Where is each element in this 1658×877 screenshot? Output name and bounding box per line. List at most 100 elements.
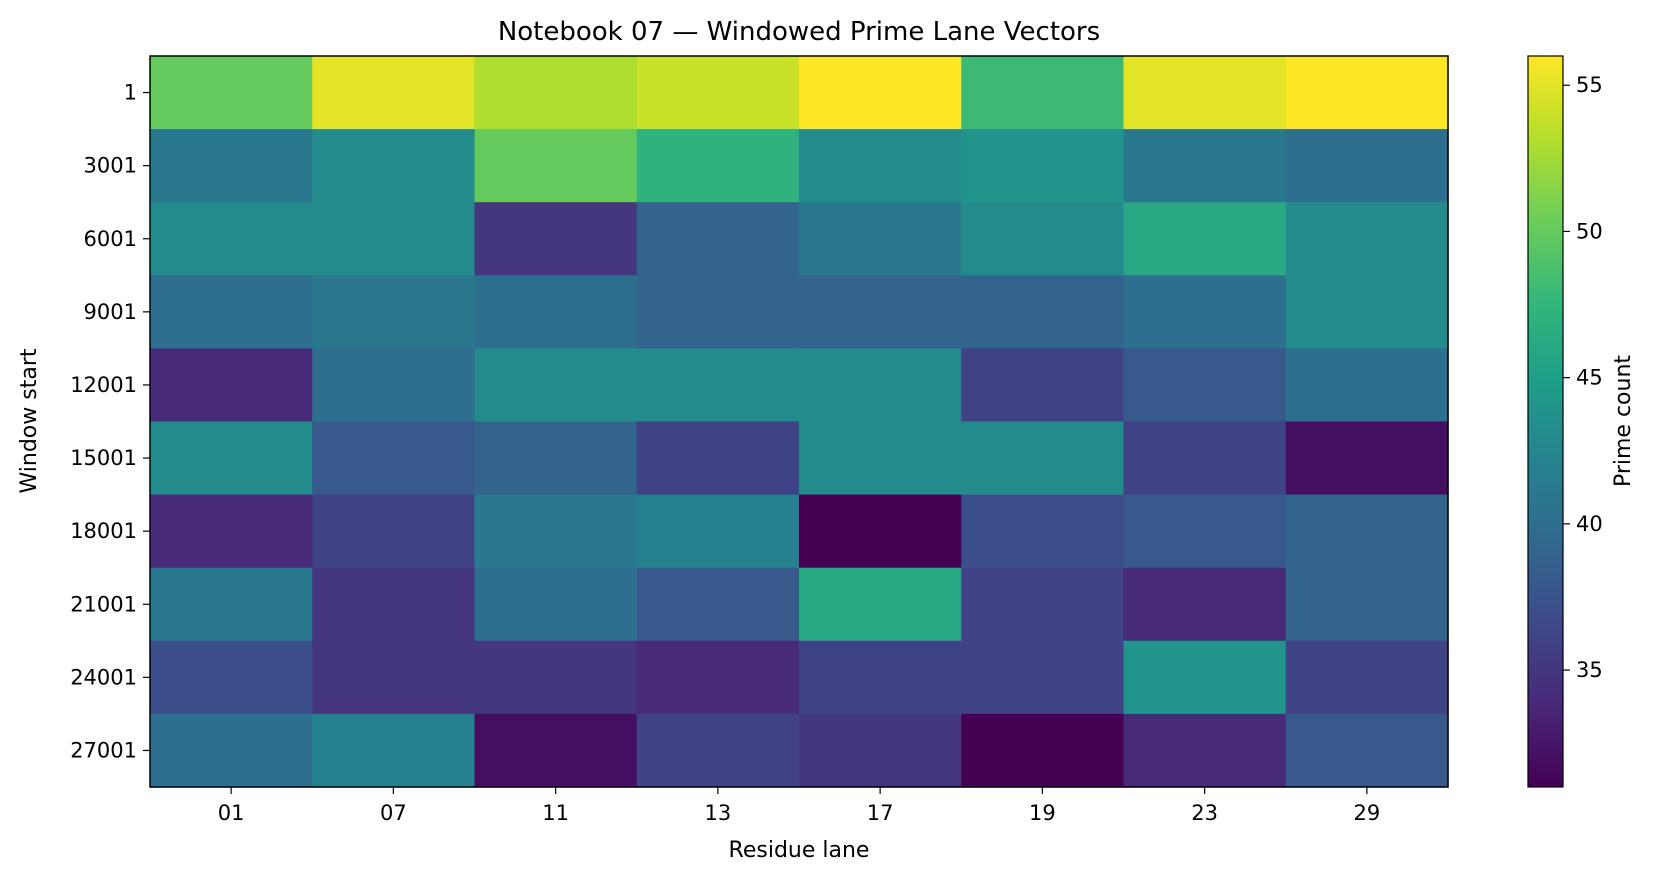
- y-axis-ticks: 1 3001 6001 9001 12001 15001 18001 21001 24001 27…: [70, 81, 150, 762]
- heatmap-cell: [312, 494, 476, 569]
- heatmap-cell: [1285, 348, 1449, 423]
- heatmap-cell: [961, 202, 1125, 276]
- x-tick-label: 17: [867, 801, 894, 825]
- heatmap-cell: [636, 567, 800, 642]
- plot-frame: [149, 55, 1449, 788]
- heatmap-cell: [961, 275, 1125, 349]
- heatmap-cell: [474, 129, 638, 203]
- x-tick-label: 01: [218, 801, 245, 825]
- heatmap-cell: [150, 713, 313, 788]
- colorbar-tick-label: 55: [1576, 73, 1603, 97]
- heatmap-cell: [799, 567, 962, 642]
- heatmap-cell: [636, 202, 800, 276]
- heatmap-cell: [961, 56, 1125, 130]
- heatmap-cell: [1285, 567, 1449, 642]
- heatmap-cell: [1123, 640, 1287, 715]
- heatmap-cell: [799, 640, 962, 715]
- x-tick-label: 19: [1029, 801, 1056, 825]
- heatmap-cell: [150, 202, 313, 276]
- y-tick-label: 12001: [70, 373, 137, 397]
- chart-title: Notebook 07 — Windowed Prime Lane Vector…: [498, 17, 1100, 47]
- heatmap-cell: [474, 202, 638, 276]
- heatmap-cell: [799, 275, 962, 349]
- heatmap-cell: [1123, 421, 1287, 496]
- heatmap-cell: [312, 348, 476, 423]
- heatmap-cell: [1123, 129, 1287, 203]
- heatmap-cell: [150, 56, 313, 130]
- heatmap-cell: [636, 640, 800, 715]
- heatmap-cell: [474, 713, 638, 788]
- colorbar-tick-label: 40: [1576, 512, 1603, 536]
- heatmap-cell: [961, 713, 1125, 788]
- x-tick-label: 13: [705, 801, 732, 825]
- heatmap-cell: [1123, 567, 1287, 642]
- heatmap-cell: [150, 640, 313, 715]
- heatmap-cell: [1123, 56, 1287, 130]
- y-tick-label: 9001: [84, 300, 137, 324]
- heatmap-cell: [1123, 348, 1287, 423]
- colorbar-tick-label: 35: [1576, 658, 1603, 682]
- colorbar: [1527, 55, 1564, 788]
- heatmap-cell: [636, 713, 800, 788]
- x-axis-label: Residue lane: [729, 838, 870, 863]
- y-axis-label: Window start: [17, 348, 42, 493]
- heatmap-cell: [312, 275, 476, 349]
- heatmap-cell: [474, 348, 638, 423]
- heatmap-cell: [474, 640, 638, 715]
- colorbar-tick-label: 50: [1576, 219, 1603, 243]
- heatmap-cell: [1285, 494, 1449, 569]
- y-tick-label: 27001: [70, 738, 137, 762]
- heatmap-cell: [150, 348, 313, 423]
- heatmap-cell: [150, 567, 313, 642]
- x-tick-label: 23: [1191, 801, 1218, 825]
- heatmap-cell: [312, 713, 476, 788]
- heatmap-cell: [312, 567, 476, 642]
- heatmap-cell: [636, 494, 800, 569]
- heatmap-cell: [961, 494, 1125, 569]
- heatmap-cell: [1285, 202, 1449, 276]
- heatmap-cell: [150, 421, 313, 496]
- y-tick-label: 6001: [84, 227, 137, 251]
- y-tick-label: 18001: [70, 519, 137, 543]
- heatmap-cell: [799, 56, 962, 130]
- heatmap-cell: [474, 567, 638, 642]
- heatmap-cell: [636, 348, 800, 423]
- heatmap-cell: [312, 640, 476, 715]
- heatmap-cell: [312, 202, 476, 276]
- heatmap-cell: [474, 421, 638, 496]
- colorbar-ticks: 35 40 45 50 55: [1563, 73, 1603, 682]
- y-tick-label: 3001: [84, 154, 137, 178]
- heatmap-cell: [150, 129, 313, 203]
- heatmap-cell: [799, 494, 962, 569]
- heatmap-cell: [150, 275, 313, 349]
- heatmap-cell: [1123, 202, 1287, 276]
- y-tick-label: 1: [124, 81, 137, 105]
- heatmap-cell: [636, 56, 800, 130]
- heatmap-cell: [961, 348, 1125, 423]
- y-tick-label: 21001: [70, 592, 137, 616]
- heatmap-cell: [474, 494, 638, 569]
- x-tick-label: 29: [1354, 801, 1381, 825]
- heatmap-cell: [636, 275, 800, 349]
- x-tick-label: 07: [380, 801, 407, 825]
- y-tick-label: 24001: [70, 665, 137, 689]
- heatmap-cell: [474, 56, 638, 130]
- heatmap-cell: [961, 567, 1125, 642]
- heatmap-cell: [312, 421, 476, 496]
- heatmap-cell: [474, 275, 638, 349]
- heatmap-cell: [799, 421, 962, 496]
- heatmap-cell: [1285, 713, 1449, 788]
- heatmap-cell: [799, 713, 962, 788]
- x-tick-label: 11: [542, 801, 569, 825]
- heatmap-cell: [1285, 421, 1449, 496]
- heatmap-cell: [961, 640, 1125, 715]
- heatmap-cell: [799, 348, 962, 423]
- y-tick-label: 15001: [70, 446, 137, 470]
- heatmap-cell: [1123, 713, 1287, 788]
- heatmap-cell: [312, 129, 476, 203]
- heatmap-cell: [150, 494, 313, 569]
- heatmap-cell: [636, 421, 800, 496]
- heatmap-cell: [1285, 129, 1449, 203]
- colorbar-label: Prime count: [1611, 355, 1636, 487]
